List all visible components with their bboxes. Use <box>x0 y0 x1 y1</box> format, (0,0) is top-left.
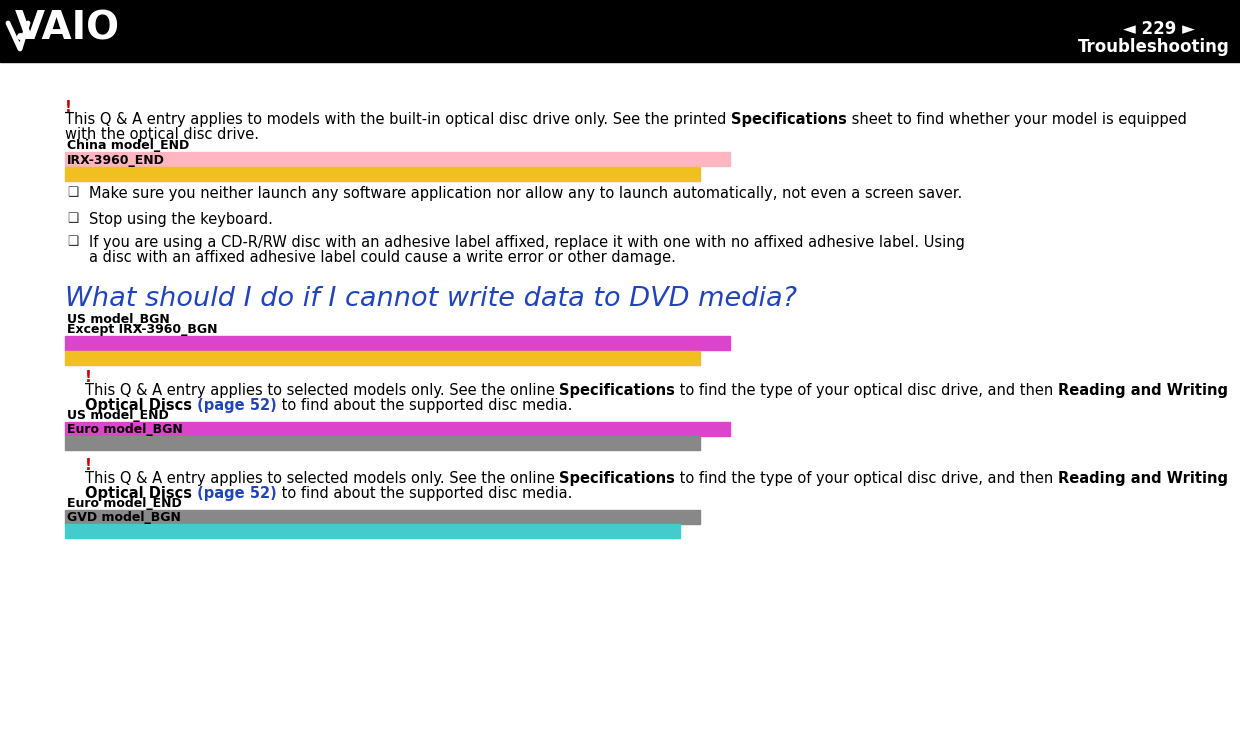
Text: !: ! <box>86 458 92 473</box>
Text: This Q & A entry applies to selected models only. See the online: This Q & A entry applies to selected mod… <box>86 471 559 486</box>
Text: to find the type of your optical disc drive, and then: to find the type of your optical disc dr… <box>676 383 1058 398</box>
Bar <box>64 524 680 538</box>
Text: Optical Discs: Optical Discs <box>86 486 192 501</box>
Text: Reading and Writing: Reading and Writing <box>1058 383 1229 398</box>
Text: Specifications: Specifications <box>732 112 847 127</box>
Text: China model_END: China model_END <box>67 139 190 152</box>
Text: Troubleshooting: Troubleshooting <box>1079 38 1230 56</box>
Text: US model_BGN: US model_BGN <box>67 313 170 326</box>
Text: Make sure you neither launch any software application nor allow any to launch au: Make sure you neither launch any softwar… <box>89 186 962 201</box>
Text: ◄ 229 ►: ◄ 229 ► <box>1123 20 1195 38</box>
Text: to find the type of your optical disc drive, and then: to find the type of your optical disc dr… <box>676 471 1058 486</box>
Text: US model_END: US model_END <box>67 409 169 422</box>
Text: Stop using the keyboard.: Stop using the keyboard. <box>89 212 273 227</box>
Text: sheet to find whether your model is equipped: sheet to find whether your model is equi… <box>847 112 1187 127</box>
Text: Euro model_END: Euro model_END <box>67 497 182 510</box>
Bar <box>64 152 730 166</box>
Text: !: ! <box>64 100 72 115</box>
Text: IRX-3960_END: IRX-3960_END <box>67 154 165 167</box>
Text: Optical Discs: Optical Discs <box>86 398 192 413</box>
Bar <box>64 422 730 436</box>
Bar <box>64 351 701 365</box>
Text: ❑: ❑ <box>67 186 78 199</box>
Text: (page 52): (page 52) <box>192 486 277 501</box>
Text: !: ! <box>86 370 92 385</box>
Text: VAIO: VAIO <box>15 10 120 48</box>
Text: (page 52): (page 52) <box>192 398 277 413</box>
Bar <box>64 336 730 350</box>
Text: Euro model_BGN: Euro model_BGN <box>67 423 182 436</box>
Text: Specifications: Specifications <box>559 471 676 486</box>
Text: with the optical disc drive.: with the optical disc drive. <box>64 127 259 142</box>
Bar <box>64 436 701 450</box>
Text: to find about the supported disc media.: to find about the supported disc media. <box>277 398 572 413</box>
Text: ❑: ❑ <box>67 212 78 225</box>
Text: Except IRX-3960_BGN: Except IRX-3960_BGN <box>67 323 217 336</box>
Text: This Q & A entry applies to selected models only. See the online: This Q & A entry applies to selected mod… <box>86 383 559 398</box>
Text: Specifications: Specifications <box>559 383 676 398</box>
Text: Reading and Writing: Reading and Writing <box>1058 471 1229 486</box>
Text: a disc with an affixed adhesive label could cause a write error or other damage.: a disc with an affixed adhesive label co… <box>89 250 676 265</box>
Bar <box>64 510 701 524</box>
Text: What should I do if I cannot write data to DVD media?: What should I do if I cannot write data … <box>64 286 797 312</box>
Text: GVD model_BGN: GVD model_BGN <box>67 511 181 524</box>
Text: to find about the supported disc media.: to find about the supported disc media. <box>277 486 572 501</box>
Text: ❑: ❑ <box>67 235 78 248</box>
Text: If you are using a CD-R/RW disc with an adhesive label affixed, replace it with : If you are using a CD-R/RW disc with an … <box>89 235 965 250</box>
Text: This Q & A entry applies to models with the built-in optical disc drive only. Se: This Q & A entry applies to models with … <box>64 112 732 127</box>
Bar <box>64 167 701 181</box>
Bar <box>0 0 1240 62</box>
